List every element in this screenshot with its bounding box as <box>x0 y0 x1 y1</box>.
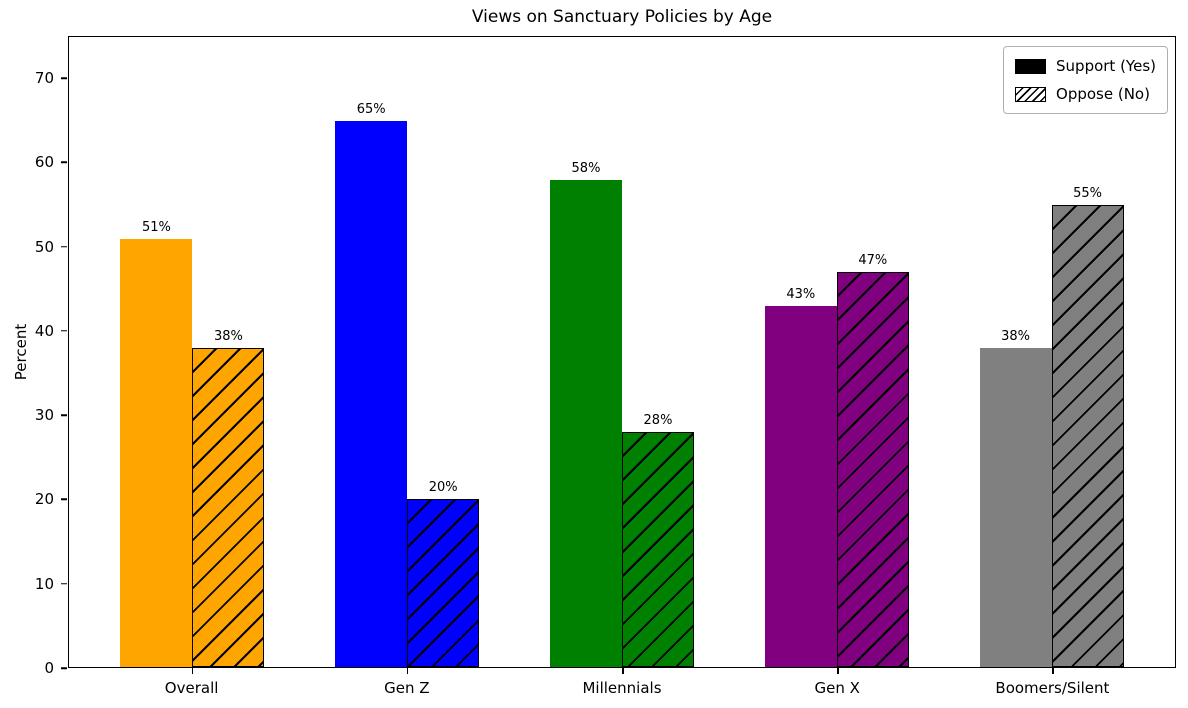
x-tick-label: Boomers/Silent <box>945 668 1160 697</box>
y-axis: 0 10 20 30 40 50 60 70 <box>0 36 68 677</box>
x-tick-label: Overall <box>84 668 299 697</box>
bar-column: 55% <box>1051 37 1124 667</box>
y-tick-label: 20 <box>34 490 54 509</box>
bar-value-label: 58% <box>571 160 601 176</box>
legend: Support (Yes) Oppose (No) <box>1003 46 1168 114</box>
y-tick-mark <box>61 245 67 248</box>
bar-column: 43% <box>764 37 837 667</box>
bar-support <box>979 347 1052 667</box>
legend-swatch-solid <box>1015 58 1047 74</box>
legend-entry-oppose: Oppose (No) <box>1015 85 1156 103</box>
bar-oppose <box>836 272 909 667</box>
bar-group: 58% 28% <box>515 37 730 667</box>
bar-group: 65% 20% <box>300 37 515 667</box>
bar-value-label: 43% <box>786 286 816 302</box>
y-tick-mark <box>61 582 67 585</box>
bar-column: 20% <box>407 37 480 667</box>
bar-group: 43% 47% <box>729 37 944 667</box>
y-tick-label: 40 <box>34 321 54 340</box>
bar-support <box>335 121 408 667</box>
bar-value-label: 51% <box>141 219 171 235</box>
bar-column: 65% <box>335 37 408 667</box>
y-tick-label: 60 <box>34 153 54 172</box>
y-tick-label: 50 <box>34 237 54 256</box>
bar-oppose <box>407 499 480 667</box>
bar-value-label: 38% <box>213 328 243 344</box>
bar-value-label: 20% <box>428 480 458 495</box>
bar-value-label: 65% <box>356 102 386 117</box>
bars-container: 51% 38% 65% 20% 58% 28% 43% 47% 38% 55% <box>69 37 1175 667</box>
bar-value-label: 38% <box>1001 328 1031 344</box>
x-axis: Overall Gen Z Millennials Gen X Boomers/Sile… <box>68 668 1176 697</box>
y-tick-label: 10 <box>34 574 54 593</box>
legend-entry-support: Support (Yes) <box>1015 57 1156 75</box>
bar-column: 28% <box>621 37 694 667</box>
y-tick-mark <box>61 498 67 501</box>
bar-value-label: 55% <box>1073 186 1103 201</box>
y-tick-label: 70 <box>34 69 54 88</box>
legend-swatch-hatched <box>1015 86 1047 102</box>
y-tick-mark <box>61 330 67 332</box>
legend-label-oppose: Oppose (No) <box>1056 85 1150 103</box>
bar-column: 38% <box>192 37 265 667</box>
y-tick-label: 0 <box>44 659 54 677</box>
y-tick-mark <box>61 77 67 79</box>
chart-title: Views on Sanctuary Policies by Age <box>471 7 773 27</box>
bar-oppose <box>192 347 265 667</box>
bar-support <box>120 238 193 667</box>
x-tick-label: Gen Z <box>299 668 514 697</box>
bar-oppose <box>621 431 694 667</box>
bar-support <box>549 179 622 667</box>
bar-group: 51% 38% <box>85 37 300 667</box>
x-tick-label: Gen X <box>730 668 945 697</box>
y-tick-mark <box>61 667 67 669</box>
bar-value-label: 28% <box>643 412 673 428</box>
bar-value-label: 47% <box>858 253 888 269</box>
bar-column: 47% <box>836 37 909 667</box>
bar-column: 38% <box>979 37 1052 667</box>
x-tick-label: Millennials <box>514 668 729 697</box>
bar-column: 51% <box>120 37 193 667</box>
bar-support <box>764 305 837 667</box>
legend-label-support: Support (Yes) <box>1056 57 1156 75</box>
plot-area: 51% 38% 65% 20% 58% 28% 43% 47% 38% 55% Support (… <box>68 36 1176 668</box>
y-tick-mark <box>61 414 67 416</box>
y-tick-mark <box>61 161 67 164</box>
bar-group: 38% 55% <box>944 37 1159 667</box>
y-tick-label: 30 <box>34 406 54 425</box>
bar-oppose <box>1051 205 1124 667</box>
bar-column: 58% <box>549 37 622 667</box>
